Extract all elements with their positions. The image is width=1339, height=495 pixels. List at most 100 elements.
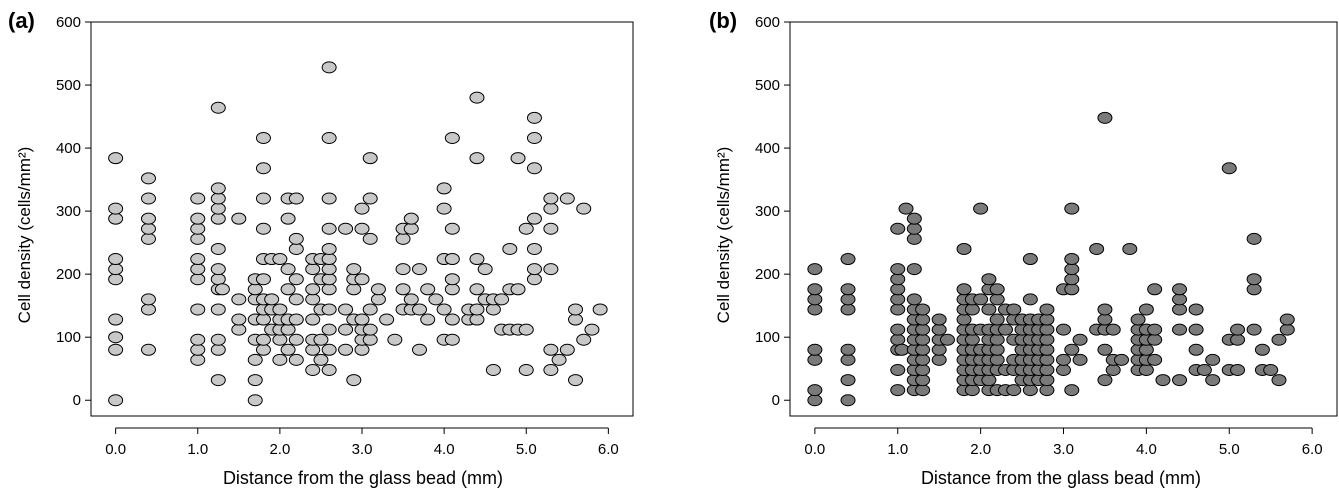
- data-point: [305, 283, 321, 296]
- data-point: [1022, 293, 1038, 306]
- data-point: [362, 303, 378, 316]
- x-tick-label: 2.0: [269, 441, 290, 458]
- data-point: [1039, 333, 1055, 346]
- data-point: [543, 343, 559, 356]
- y-tick-label: 100: [56, 329, 81, 346]
- x-tick-label: 4.0: [434, 441, 455, 458]
- data-point: [1230, 323, 1246, 336]
- data-point: [931, 353, 947, 366]
- data-point: [956, 283, 972, 296]
- data-point: [288, 242, 304, 255]
- data-point: [890, 263, 906, 276]
- data-point: [140, 222, 156, 235]
- data-point: [305, 263, 321, 276]
- data-point: [1172, 303, 1188, 316]
- data-point: [956, 242, 972, 255]
- data-point: [1230, 333, 1246, 346]
- data-point: [379, 313, 395, 326]
- data-point: [964, 333, 980, 346]
- data-point: [108, 343, 124, 356]
- data-point: [1105, 323, 1121, 336]
- y-tick-label: 300: [755, 203, 780, 220]
- data-point: [272, 253, 288, 266]
- data-point: [108, 331, 124, 344]
- data-point: [321, 61, 337, 74]
- y-tick-label: 600: [56, 14, 81, 31]
- data-point: [108, 273, 124, 286]
- data-point: [518, 323, 534, 336]
- data-point: [190, 353, 206, 366]
- data-point: [321, 273, 337, 286]
- data-point: [807, 293, 823, 306]
- data-point: [981, 273, 997, 286]
- data-point: [313, 353, 329, 366]
- data-point: [840, 353, 856, 366]
- data-point: [305, 313, 321, 326]
- data-point: [272, 333, 288, 346]
- data-point: [485, 303, 501, 316]
- data-point: [469, 313, 485, 326]
- data-point: [1172, 283, 1188, 296]
- data-point: [1263, 363, 1279, 376]
- data-point: [1064, 202, 1080, 215]
- data-point: [321, 222, 337, 235]
- data-point: [190, 212, 206, 225]
- data-point: [288, 232, 304, 245]
- data-point: [255, 313, 271, 326]
- x-tick-label: 1.0: [887, 441, 908, 458]
- data-point: [210, 303, 226, 316]
- data-point: [140, 192, 156, 205]
- data-point: [354, 202, 370, 215]
- data-point: [305, 363, 321, 376]
- data-point: [1122, 242, 1138, 255]
- data-point: [354, 343, 370, 356]
- data-point: [1254, 343, 1270, 356]
- data-point: [1064, 263, 1080, 276]
- data-point: [231, 323, 247, 336]
- data-point: [1188, 343, 1204, 356]
- data-point: [931, 323, 947, 336]
- data-point: [1271, 333, 1287, 346]
- data-point: [1064, 384, 1080, 397]
- data-point: [190, 253, 206, 266]
- data-point: [1230, 363, 1246, 376]
- data-point: [840, 283, 856, 296]
- data-point: [1172, 323, 1188, 336]
- scatter-plot-a: 0 100 200 300 400 500 600 0.0 1.0 2.0 3.0 4.0 5.0 6.0: [56, 14, 634, 458]
- data-point: [469, 283, 485, 296]
- data-point: [280, 323, 296, 336]
- data-point: [190, 192, 206, 205]
- data-point: [108, 313, 124, 326]
- data-point: [989, 353, 1005, 366]
- data-point: [210, 263, 226, 276]
- data-point: [1188, 323, 1204, 336]
- x-tick-label: 2.0: [970, 441, 991, 458]
- data-point: [1205, 353, 1221, 366]
- data-point: [915, 374, 931, 387]
- data-point: [989, 283, 1005, 296]
- data-point: [807, 263, 823, 276]
- data-point: [840, 303, 856, 316]
- data-point: [518, 222, 534, 235]
- data-point: [1172, 293, 1188, 306]
- data-point: [190, 343, 206, 356]
- data-point: [1022, 253, 1038, 266]
- data-point: [890, 283, 906, 296]
- data-point: [485, 363, 501, 376]
- data-point: [568, 303, 584, 316]
- data-point: [321, 131, 337, 144]
- data-point: [420, 283, 436, 296]
- data-point: [338, 343, 354, 356]
- data-point: [247, 374, 263, 387]
- data-point: [469, 303, 485, 316]
- data-point: [370, 293, 386, 306]
- data-point: [890, 384, 906, 397]
- data-point: [568, 313, 584, 326]
- x-tick-label: 1.0: [187, 441, 208, 458]
- data-point: [906, 263, 922, 276]
- data-point: [890, 333, 906, 346]
- data-point: [543, 202, 559, 215]
- data-point: [576, 333, 592, 346]
- data-point: [989, 293, 1005, 306]
- x-tick-label: 3.0: [352, 441, 373, 458]
